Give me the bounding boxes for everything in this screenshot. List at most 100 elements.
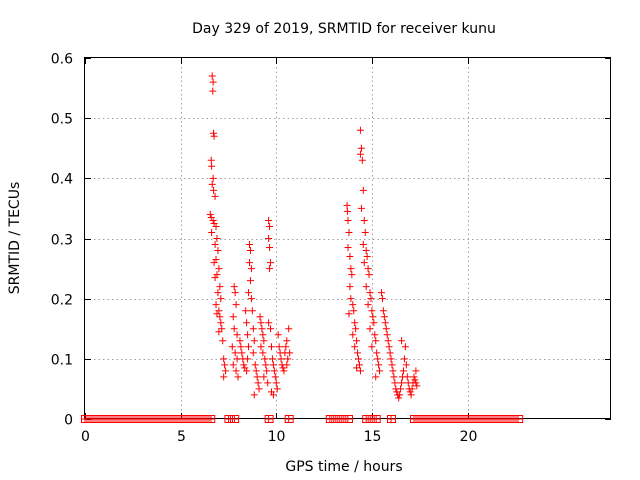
data-point [354, 349, 362, 357]
data-point [346, 253, 354, 261]
data-point [208, 180, 216, 188]
data-point [213, 235, 221, 242]
data-point [351, 343, 359, 351]
data-point [266, 244, 274, 252]
data-point [359, 241, 367, 249]
data-point [209, 78, 217, 86]
data-point [361, 228, 369, 236]
data-point [349, 331, 357, 339]
data-point [268, 355, 276, 363]
data-point [356, 126, 364, 134]
data-point [366, 325, 374, 333]
data-point [272, 379, 280, 387]
data-point [286, 349, 294, 357]
x-axis-label: GPS time / hours [285, 459, 402, 475]
data-point [243, 319, 251, 327]
data-point [367, 295, 375, 303]
data-point [250, 337, 258, 345]
data-point [350, 307, 358, 315]
x-tick-label: 0 [81, 429, 90, 445]
data-point [385, 343, 393, 351]
data-point [375, 361, 383, 369]
data-point [212, 301, 220, 309]
data-point [269, 391, 277, 399]
data-point [243, 367, 251, 375]
data-point [366, 289, 374, 297]
data-point [254, 379, 262, 387]
data-point [269, 361, 277, 369]
data-point [249, 325, 257, 333]
data-point [285, 325, 293, 333]
y-tick-label: 0.1 [51, 353, 73, 369]
data-point [250, 391, 258, 399]
data-point [274, 331, 282, 339]
data-point [210, 129, 218, 137]
data-point [364, 265, 372, 273]
data-point [374, 355, 382, 363]
data-point [265, 235, 273, 242]
data-point [355, 355, 363, 363]
data-point [371, 331, 379, 339]
data-point [365, 271, 373, 279]
data-point [395, 394, 403, 402]
data-point [349, 301, 357, 309]
data-point [245, 241, 253, 249]
data-point [233, 331, 241, 339]
data-point [259, 331, 267, 339]
data-point [282, 343, 290, 351]
data-point [262, 361, 270, 369]
data-point [244, 355, 252, 363]
x-tick-label: 20 [460, 429, 478, 445]
data-point [398, 379, 406, 387]
data-point [403, 373, 411, 381]
data-point [265, 319, 273, 327]
data-point [210, 132, 218, 140]
data-point [257, 343, 265, 351]
data-point [222, 367, 230, 375]
data-point [372, 337, 380, 345]
data-point [400, 355, 408, 363]
data-point [245, 289, 253, 297]
y-tick-label: 0.5 [51, 112, 73, 128]
data-point [401, 343, 409, 351]
data-point [210, 186, 218, 194]
data-point [389, 367, 397, 375]
data-point [212, 222, 220, 230]
data-point [232, 301, 240, 309]
data-point [380, 313, 388, 321]
x-tick-label: 15 [364, 429, 382, 445]
data-point [267, 259, 275, 267]
data-point [246, 247, 254, 255]
data-point [411, 376, 419, 384]
data-point [343, 201, 351, 209]
data-point [215, 328, 223, 336]
data-point [347, 295, 355, 303]
data-point [261, 355, 269, 363]
data-point [249, 349, 257, 357]
data-point [214, 289, 222, 297]
data-point [231, 349, 239, 357]
data-point [410, 373, 418, 381]
data-point [266, 222, 274, 230]
data-point [369, 313, 377, 321]
data-point [240, 361, 248, 369]
data-point [209, 216, 217, 224]
data-point [357, 144, 365, 152]
data-point [382, 325, 390, 333]
data-point [360, 259, 368, 267]
data-point [214, 247, 222, 255]
data-point [412, 367, 420, 375]
data-point [236, 337, 244, 345]
data-point [211, 241, 219, 249]
data-point [362, 283, 370, 291]
data-point [247, 265, 255, 273]
data-point [275, 343, 283, 351]
data-point [245, 259, 253, 267]
data-point [263, 367, 271, 375]
data-point [379, 307, 387, 315]
data-point [412, 379, 420, 387]
data-point [344, 216, 352, 224]
data-point [376, 367, 384, 375]
data-point [209, 174, 217, 182]
data-point [378, 295, 386, 303]
